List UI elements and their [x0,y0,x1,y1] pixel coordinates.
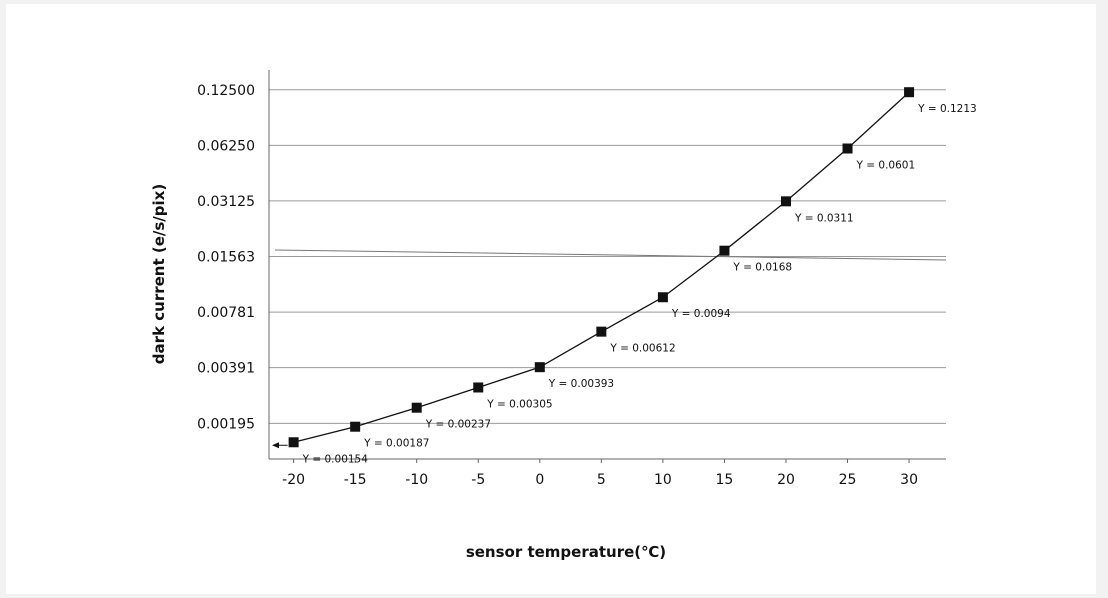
y-tick-label: 0.00195 [197,416,255,432]
y-tick-label: 0.06250 [197,138,255,154]
data-label: Y = 0.1213 [917,103,977,115]
data-label: Y = 0.00154 [302,453,369,465]
y-tick-label: 0.00391 [197,361,255,377]
y-tick-label: 0.01563 [197,249,255,265]
data-point [534,362,545,373]
x-tick-label: 10 [654,472,672,488]
data-label: Y = 0.00305 [486,398,552,410]
x-tick-label: 5 [597,472,606,488]
data-point [780,196,791,207]
data-point [411,402,422,413]
data-point [288,437,299,448]
y-tick-label: 0.12500 [197,83,255,99]
dark-current-chart: 0.00195 0.00391 0.00781 0.01563 0.03125 0.062… [150,70,977,561]
data-label: Y = 0.00237 [425,419,491,431]
data-label: Y = 0.00612 [609,343,675,355]
reference-line [274,249,947,261]
data-label: Y = 0.0311 [794,212,854,224]
data-point [904,87,915,98]
chart-card: 0.00195 0.00391 0.00781 0.01563 0.03125 0.062… [6,4,1096,594]
x-tick-label: -15 [344,472,367,488]
x-tick-label: -20 [282,472,305,488]
data-labels: Y = 0.00154 Y = 0.00187 Y = 0.00237 Y = 0.0… [302,103,977,465]
x-tick-label: -5 [471,472,485,488]
x-axis-title: sensor temperature(℃) [466,543,666,561]
data-point [842,143,853,154]
x-tick-label: -10 [405,472,428,488]
data-label: Y = 0.00187 [363,438,429,450]
data-point [596,326,607,337]
x-tick-label: 25 [839,472,857,488]
data-label: Y = 0.0601 [856,160,916,172]
x-tick-label: 15 [716,472,734,488]
data-label: Y = 0.00393 [548,378,614,390]
data-label: Y = 0.0168 [732,262,792,274]
y-tick-labels: 0.00195 0.00391 0.00781 0.01563 0.03125 0.062… [197,83,255,433]
data-point [657,292,668,303]
reference-line [274,249,947,261]
y-tick-label: 0.03125 [197,194,255,210]
x-tick-labels: -20 -15 -10 -5 0 5 10 15 20 25 30 [282,472,918,488]
data-point [473,382,484,393]
x-tick-label: 30 [900,472,918,488]
series [272,87,915,449]
data-label: Y = 0.0094 [671,308,731,320]
axes [268,70,946,463]
y-axis-title: dark current (e/s/pix) [150,184,168,364]
x-tick-label: 0 [535,472,544,488]
data-point [350,421,361,432]
data-point [719,245,730,256]
y-tick-label: 0.00781 [197,305,255,321]
gridlines [269,89,946,424]
x-tick-label: 20 [777,472,795,488]
arrow-icon [272,442,279,449]
